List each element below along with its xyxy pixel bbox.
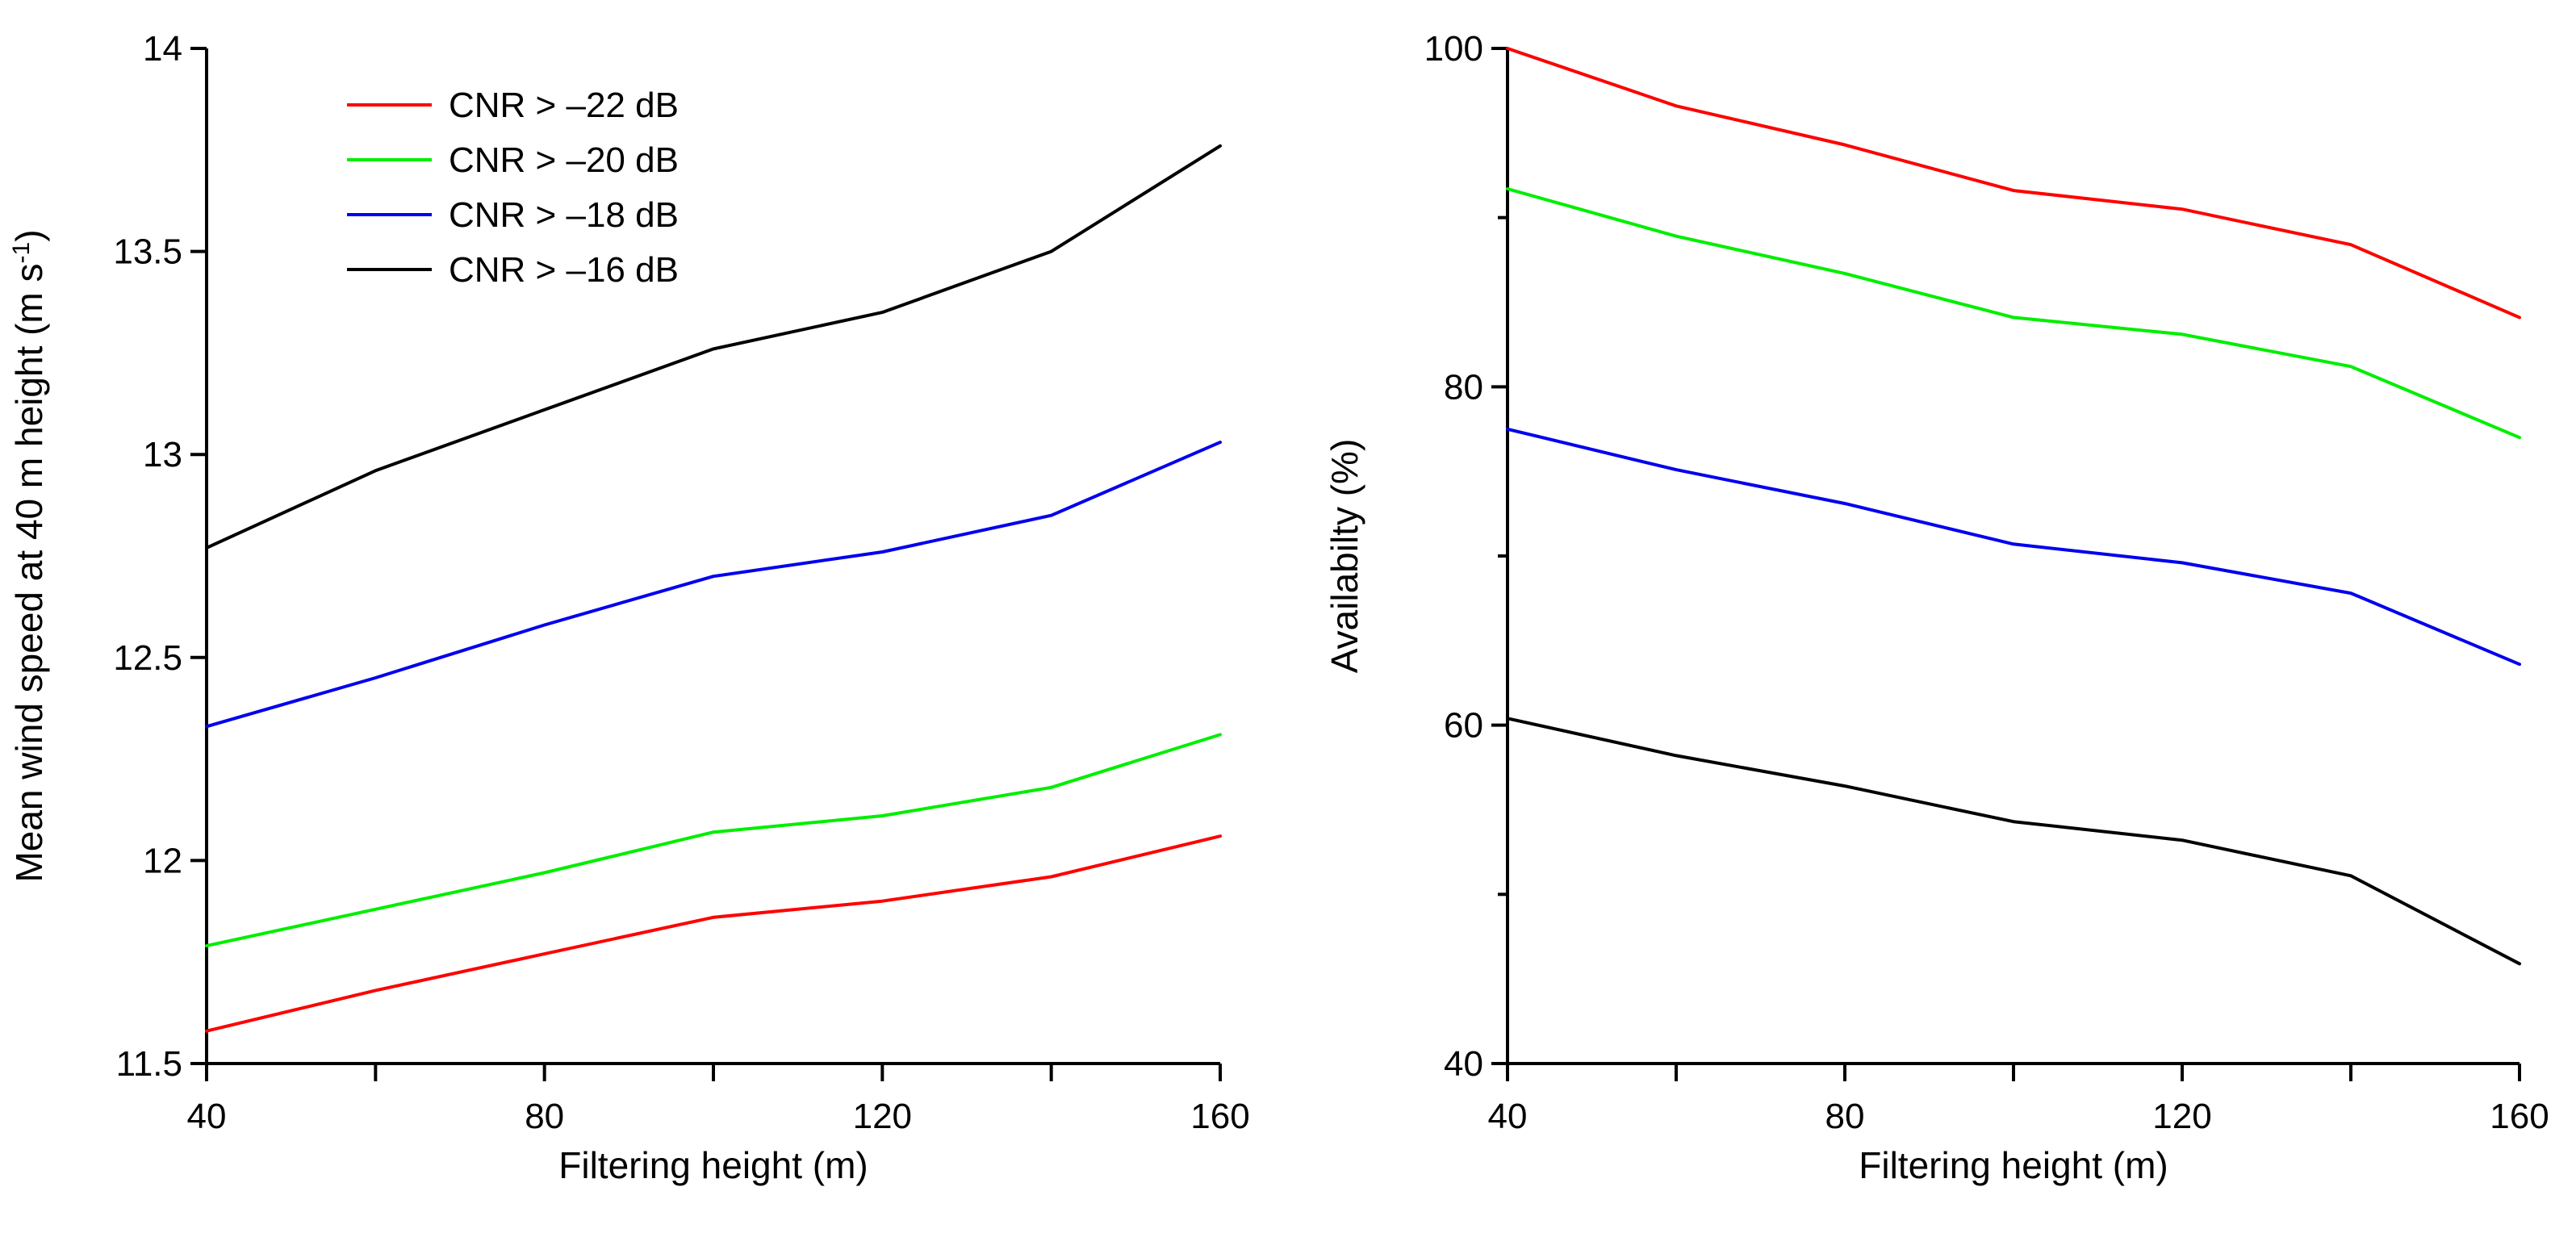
y-tick-label: 13 — [143, 435, 182, 474]
series-line — [1506, 47, 2521, 320]
y-tick-label: 40 — [1444, 1044, 1483, 1084]
y-tick-label: 12.5 — [113, 638, 182, 678]
series-line — [1506, 427, 2521, 667]
series-line — [205, 733, 1222, 948]
legend-label: CNR > –22 dB — [449, 86, 679, 125]
y-tick-label: 100 — [1424, 29, 1483, 69]
x-tick-label: 40 — [187, 1097, 227, 1136]
series-line — [205, 441, 1222, 729]
x-tick-label: 160 — [2490, 1097, 2549, 1136]
x-tick-label: 40 — [1488, 1097, 1528, 1136]
availability-chart: 40 60 80 100 40 80 120 160 Filtering height (m) A… — [1324, 29, 2549, 1186]
y-tick-label: 80 — [1444, 367, 1483, 407]
x-tick-label: 80 — [525, 1097, 564, 1136]
wind-speed-chart: 11.5 12 12.5 13 13.5 14 40 80 120 160 Filtering he… — [8, 29, 1250, 1186]
y-axis-title: Availabilty (%) — [1324, 439, 1365, 674]
series-line — [205, 144, 1222, 550]
x-tick-label: 80 — [1825, 1097, 1865, 1136]
y-tick-label: 13.5 — [113, 232, 182, 272]
y-tick-label: 60 — [1444, 706, 1483, 746]
y-axis-title: Mean wind speed at 40 m height (m s-1) — [8, 229, 50, 882]
x-tick-label: 160 — [1190, 1097, 1249, 1136]
legend-label: CNR > –16 dB — [449, 250, 679, 290]
series-line — [205, 834, 1222, 1033]
legend-label: CNR > –20 dB — [449, 140, 679, 180]
x-tick-label: 120 — [2152, 1097, 2211, 1136]
y-tick-label: 11.5 — [116, 1044, 182, 1084]
x-axis-title: Filtering height (m) — [1859, 1144, 2168, 1186]
y-tick-label: 12 — [143, 841, 182, 880]
y-tick-label: 14 — [143, 29, 182, 69]
series-line — [1506, 717, 2521, 966]
x-tick-label: 120 — [853, 1097, 912, 1136]
x-axis-title: Filtering height (m) — [558, 1144, 868, 1186]
series-line — [1506, 187, 2521, 440]
legend-label: CNR > –18 dB — [449, 195, 679, 235]
